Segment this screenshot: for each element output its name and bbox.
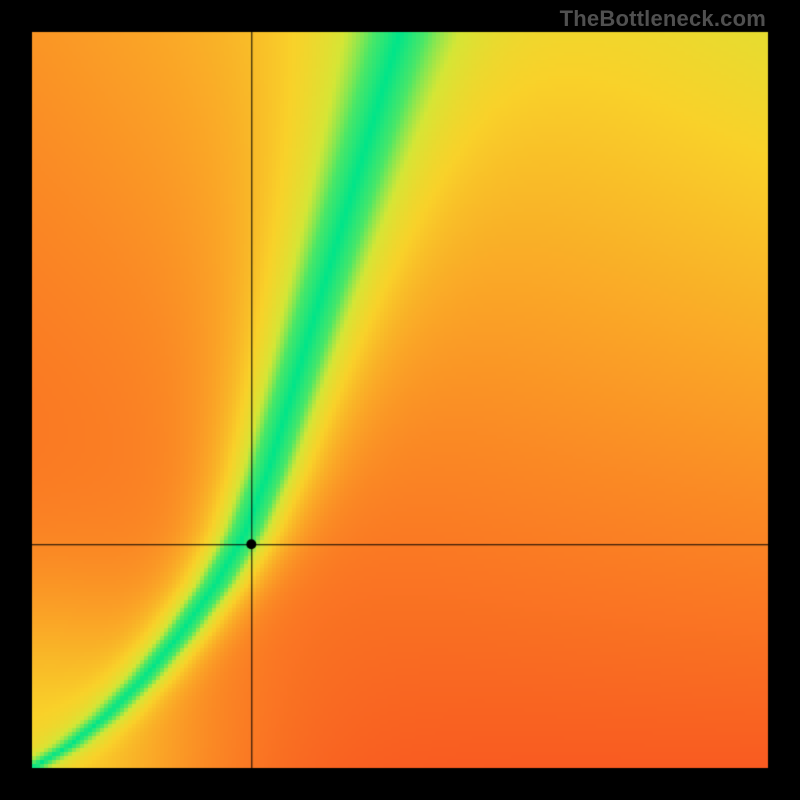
watermark-text: TheBottleneck.com xyxy=(560,6,766,32)
bottleneck-heatmap xyxy=(0,0,800,800)
